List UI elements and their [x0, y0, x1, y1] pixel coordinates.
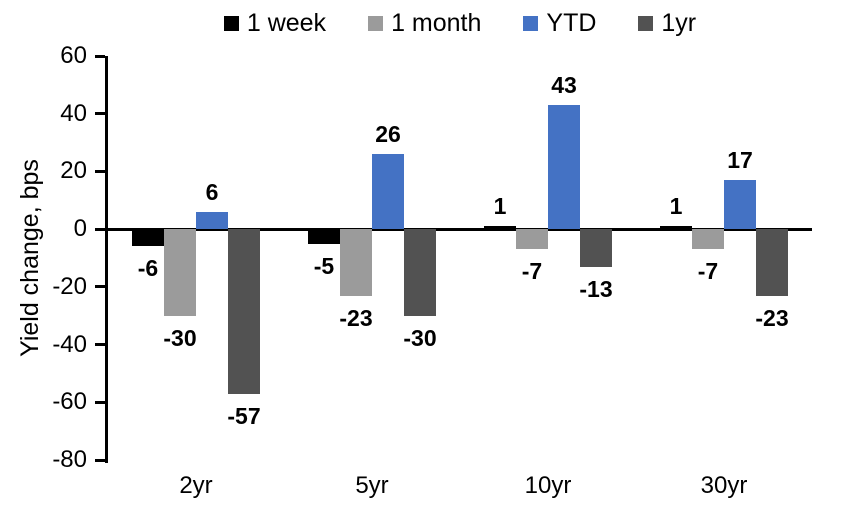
y-tick-label: -40: [52, 330, 87, 358]
x-category-label: 30yr: [700, 472, 748, 499]
y-axis-line: [105, 56, 108, 463]
legend-label: 1 week: [246, 8, 327, 37]
legend-label: 1 month: [391, 8, 482, 37]
bar-value-label: -5: [313, 252, 335, 279]
bar-value-label: -23: [755, 304, 789, 331]
bar-value-label: 6: [205, 178, 219, 205]
legend-item-1yr: 1yr: [638, 9, 696, 38]
bar-value-label: 43: [551, 72, 577, 99]
bar-value-label: 26: [375, 121, 401, 148]
y-tick-label: 60: [60, 42, 87, 69]
bar-value-label: 1: [493, 193, 507, 220]
y-tick-mark: [95, 458, 105, 462]
bar-1-week-10yr: [484, 226, 516, 230]
x-category-label: 10yr: [524, 472, 572, 499]
legend-item-ytd: YTD: [523, 9, 596, 38]
legend-label: 1yr: [661, 8, 697, 37]
bar-value-label: -7: [697, 258, 719, 285]
legend-item-1-week: 1 week: [223, 8, 327, 38]
bar-1-week-5yr: [308, 229, 340, 244]
legend-label: YTD: [546, 8, 597, 37]
bar-1-week-30yr: [660, 226, 692, 230]
bar-value-label: 17: [727, 147, 753, 174]
bar-1yr-10yr: [580, 229, 612, 267]
bar-value-label: 1: [669, 193, 683, 220]
legend-swatch-icon: [368, 15, 384, 31]
zero-baseline: [105, 227, 812, 231]
y-tick-label: 0: [73, 215, 87, 243]
bar-ytd-30yr: [724, 180, 756, 230]
y-tick-mark: [95, 54, 105, 58]
bar-value-label: -57: [227, 402, 261, 429]
y-tick-mark: [95, 227, 105, 231]
y-tick-label: -60: [52, 388, 87, 416]
bar-1yr-2yr: [228, 229, 260, 394]
legend-swatch-icon: [223, 15, 239, 31]
legend-item-1-month: 1 month: [368, 9, 481, 38]
y-tick-label: 20: [60, 157, 87, 185]
y-tick-mark: [95, 285, 105, 289]
chart-legend: 1 week 1 month YTD 1yr: [108, 6, 812, 40]
legend-swatch-icon: [638, 15, 654, 31]
bar-1-month-10yr: [516, 229, 548, 250]
bar-1-month-2yr: [164, 229, 196, 316]
bar-1yr-30yr: [756, 229, 788, 296]
y-tick-mark: [95, 112, 105, 116]
bar-1-week-2yr: [132, 229, 164, 247]
bar-1-month-5yr: [340, 229, 372, 296]
bar-ytd-2yr: [196, 211, 228, 230]
bar-ytd-10yr: [548, 105, 580, 230]
bar-value-label: -23: [339, 304, 373, 331]
x-category-label: 5yr: [355, 472, 389, 499]
y-tick-label: -20: [52, 272, 87, 300]
y-tick-mark: [95, 343, 105, 347]
bar-ytd-5yr: [372, 154, 404, 230]
bar-1yr-5yr: [404, 229, 436, 316]
bar-value-label: -7: [521, 258, 543, 285]
bar-value-label: -30: [403, 324, 437, 351]
bar-value-label: -30: [163, 324, 197, 351]
y-tick-mark: [95, 400, 105, 404]
x-category-label: 2yr: [179, 472, 213, 499]
y-tick-label: -80: [52, 446, 87, 473]
bar-1-month-30yr: [692, 229, 724, 250]
legend-swatch-icon: [523, 15, 539, 31]
bar-value-label: -13: [579, 275, 613, 302]
bar-value-label: -6: [137, 255, 159, 282]
y-tick-label: 40: [60, 99, 87, 127]
y-tick-mark: [95, 169, 105, 173]
